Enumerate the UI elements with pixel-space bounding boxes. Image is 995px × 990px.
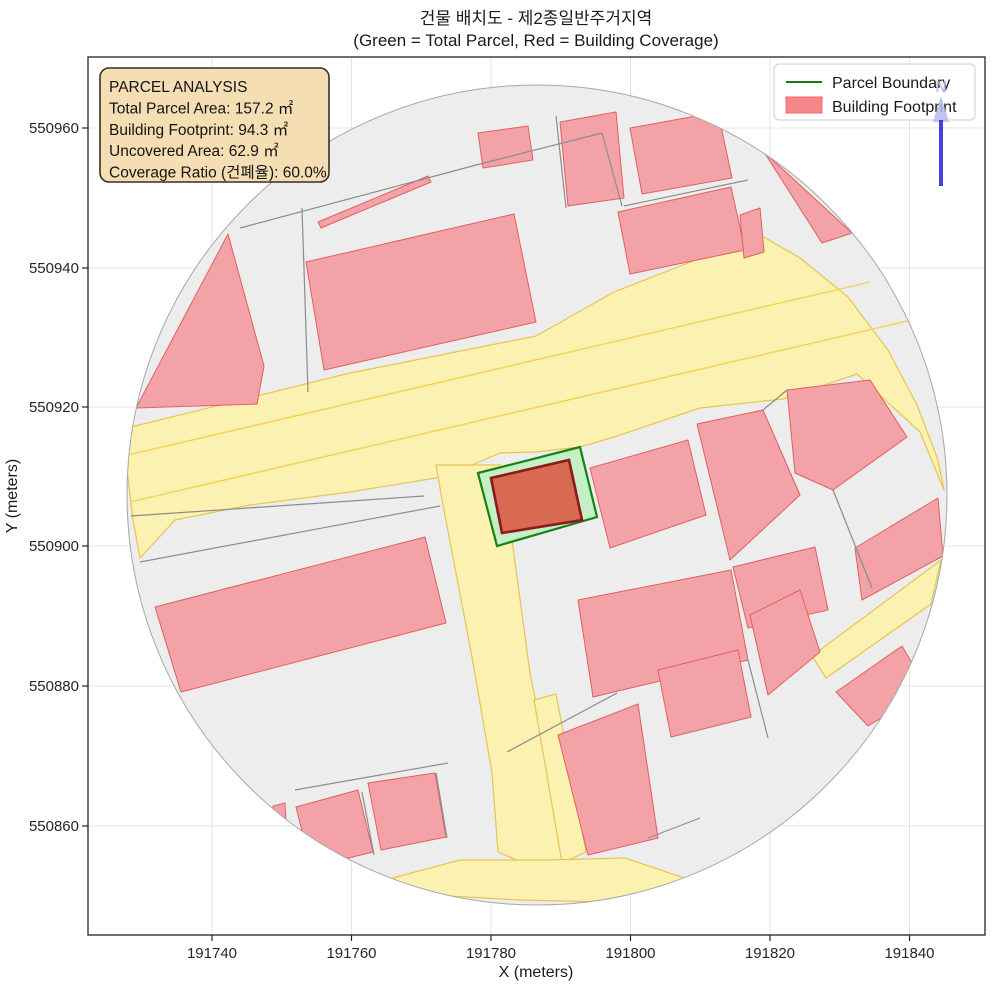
building-footprint-polygon <box>559 111 625 207</box>
legend: Parcel Boundary Building Footprint <box>773 63 976 121</box>
parcel-boundary-line <box>130 495 425 517</box>
parcel-boundary-line <box>301 207 309 393</box>
north-arrowhead-icon <box>933 96 949 122</box>
building-footprint-polygon <box>629 111 733 195</box>
north-label: N <box>935 79 947 96</box>
chart-title: 건물 배치도 - 제2종일반주거지역 <box>420 9 653 28</box>
x-tick-label: 191740 <box>187 945 237 962</box>
map-clip-circle <box>126 84 948 906</box>
info-box-background <box>99 67 330 183</box>
y-tick-label: 550940 <box>29 260 79 277</box>
x-tick-label: 191840 <box>884 945 934 962</box>
info-box-line: Total Parcel Area: 157.2 ㎡ <box>109 99 294 117</box>
building-footprint-polygon <box>786 379 908 491</box>
parcel-boundary-line <box>361 791 375 856</box>
building-footprint-polygon <box>557 703 659 856</box>
axes-spines <box>87 56 986 936</box>
x-tick-label: 191780 <box>466 945 516 962</box>
parcel-analysis-info-box: PARCEL ANALYSIS Total Parcel Area: 157.2 … <box>99 67 330 183</box>
x-tick-label: 191800 <box>605 945 655 962</box>
y-tick-label: 550920 <box>29 399 79 416</box>
road-centerline <box>129 311 947 503</box>
chart-subtitle: (Green = Total Parcel, Red = Building Co… <box>353 31 718 50</box>
y-axis-label: Y (meters) <box>4 459 21 533</box>
parcel-boundary-line <box>747 659 769 739</box>
parcel-boundary-line <box>239 132 603 229</box>
parcel-boundary-line <box>555 115 567 209</box>
building-footprint-polygon <box>696 409 801 561</box>
info-box-line: PARCEL ANALYSIS <box>109 79 247 96</box>
y-tick-label: 550860 <box>29 818 79 835</box>
info-box-line: Building Footprint: 94.3 ㎡ <box>109 121 289 139</box>
building-footprint-polygon <box>135 233 265 409</box>
legend-box <box>773 63 976 121</box>
tick-marks-and-labels: 191740 191760 191780 191800 191820 191840 5509… <box>29 120 935 962</box>
building-footprint-polygon <box>589 439 707 549</box>
parcel-boundary-line <box>435 772 448 839</box>
road-polygon <box>533 693 587 864</box>
building-footprint-polygon <box>477 125 534 169</box>
parcel-boundary-line <box>294 762 449 791</box>
legend-building-patch-sample <box>785 96 823 114</box>
building-footprint-polygon <box>154 536 447 693</box>
north-arrow: N <box>933 79 949 186</box>
building-footprint-polygon <box>763 151 853 244</box>
building-footprint-polygon <box>305 213 537 371</box>
road-polygon <box>811 559 942 679</box>
building-footprint-polygon <box>657 649 752 738</box>
x-axis-label: X (meters) <box>499 964 574 981</box>
info-box-line: Uncovered Area: 62.9 ㎡ <box>109 142 279 160</box>
parcel-boundary-line <box>832 489 873 589</box>
parcel-boundary-line <box>601 132 623 207</box>
building-footprint-polygon <box>739 207 765 259</box>
parcel-boundary-line <box>623 179 749 207</box>
target-building-footprint <box>489 458 584 535</box>
parcel-boundary-line <box>647 817 701 839</box>
road-centerline <box>127 281 871 456</box>
y-tick-label: 550880 <box>29 678 79 695</box>
x-tick-label: 191760 <box>326 945 376 962</box>
legend-item-label: Building Footprint <box>832 99 957 116</box>
x-tick-label: 191820 <box>745 945 795 962</box>
building-footprint-polygon <box>367 772 447 851</box>
y-tick-label: 550900 <box>29 538 79 555</box>
info-box-line: Coverage Ratio (건폐율): 60.0% <box>109 164 327 182</box>
map-layer <box>127 85 947 905</box>
building-footprint-polygon <box>749 589 821 696</box>
building-footprint-polygon <box>317 175 432 229</box>
parcel-boundary-line <box>762 389 788 411</box>
legend-item-label: Parcel Boundary <box>832 75 950 92</box>
parcel-boundary-line <box>139 505 441 563</box>
parcel-boundary-line <box>506 692 618 753</box>
y-tick-label: 550960 <box>29 120 79 137</box>
